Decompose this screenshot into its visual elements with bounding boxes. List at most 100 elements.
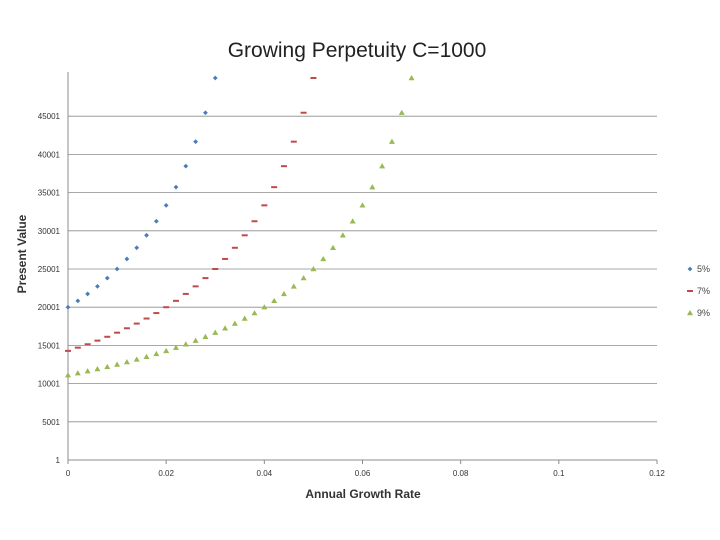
data-point (320, 255, 327, 262)
data-point (84, 343, 91, 346)
data-point (153, 350, 160, 357)
y-tick-label: 45001 (38, 112, 61, 121)
data-point (310, 266, 317, 272)
data-point (183, 163, 189, 169)
x-tick-label: 0.02 (158, 469, 174, 478)
data-point (398, 109, 405, 115)
data-point (75, 298, 81, 304)
data-point (74, 346, 81, 349)
data-point (290, 140, 297, 143)
data-point (123, 359, 130, 365)
legend: 5% 7% 9% (687, 264, 710, 318)
data-point (182, 341, 189, 347)
data-point (163, 306, 170, 309)
data-point (231, 246, 238, 249)
data-point (182, 292, 189, 295)
data-point (271, 297, 278, 304)
y-tick-label: 20001 (38, 303, 61, 312)
chart-title: Growing Perpetuity C=1000 (228, 39, 487, 62)
legend-marker (687, 266, 693, 272)
legend-marker (687, 310, 693, 316)
data-point (212, 268, 219, 271)
data-point (290, 283, 297, 289)
data-point (192, 285, 199, 288)
data-point (212, 329, 219, 335)
series-2 (65, 77, 317, 352)
y-tick-label: 30001 (38, 227, 61, 236)
data-point (104, 363, 111, 370)
y-tick-label: 10001 (38, 380, 61, 389)
x-axis-label: Annual Growth Rate (305, 487, 421, 501)
data-point (104, 275, 110, 281)
data-point (143, 317, 150, 320)
data-point (369, 184, 376, 190)
data-point (359, 202, 366, 208)
x-tick-label: 0.06 (355, 469, 371, 478)
data-point (212, 75, 218, 81)
data-point (241, 315, 248, 321)
data-point (202, 277, 209, 280)
data-point (339, 232, 346, 238)
data-point (251, 220, 258, 223)
data-point (84, 368, 91, 374)
y-tick-label: 40001 (38, 150, 61, 159)
y-tick-label: 5001 (42, 418, 60, 427)
data-point (379, 163, 386, 169)
data-point (193, 139, 199, 145)
y-tick-label: 35001 (38, 189, 61, 198)
data-point (94, 339, 101, 342)
data-point (95, 283, 100, 289)
data-point (94, 366, 101, 372)
data-point (123, 327, 130, 330)
y-tick-label: 25001 (38, 265, 61, 274)
data-point (280, 290, 287, 297)
data-point (300, 111, 307, 114)
series-3 (65, 75, 415, 378)
gridlines (68, 115, 657, 423)
data-point (173, 184, 179, 190)
data-point (280, 165, 287, 168)
data-point (153, 218, 159, 224)
data-point (143, 353, 150, 359)
legend-marker (687, 290, 693, 292)
x-tick-label: 0.08 (453, 469, 469, 478)
data-point (114, 331, 121, 334)
data-point (202, 333, 209, 339)
data-point (300, 275, 307, 281)
data-point (114, 266, 120, 272)
legend-label: 7% (697, 286, 710, 296)
y-tick-label: 1 (56, 456, 61, 465)
legend-label: 9% (697, 308, 710, 318)
data-point (172, 299, 179, 302)
data-point (349, 218, 356, 224)
data-point (241, 234, 248, 237)
y-tick-label: 15001 (38, 341, 61, 350)
data-point (153, 312, 160, 315)
data-point (271, 186, 278, 189)
data-point (163, 202, 169, 208)
data-point (134, 245, 140, 251)
x-tick-label: 0.04 (257, 469, 273, 478)
data-point (114, 361, 121, 367)
data-point (104, 335, 111, 338)
y-axis-label: Present Value (15, 214, 29, 293)
data-point (231, 320, 238, 326)
data-point (222, 325, 229, 331)
x-tick-labels: 0 0.02 0.04 0.06 0.08 0.1 0.12 (66, 469, 666, 478)
data-point (203, 110, 208, 116)
data-point (133, 322, 140, 325)
data-point (172, 344, 179, 350)
y-tick-labels: 1500110001150012000125001300013500140001… (38, 112, 61, 465)
data-point (388, 138, 395, 144)
x-tick-label: 0 (66, 469, 71, 478)
legend-label: 5% (697, 264, 710, 274)
data-point (310, 77, 317, 80)
axes (67, 72, 658, 464)
data-point (124, 256, 130, 262)
data-point (133, 356, 140, 362)
data-point (163, 347, 170, 354)
series-1 (65, 75, 218, 310)
data-point (261, 304, 268, 310)
data-point (74, 370, 81, 376)
